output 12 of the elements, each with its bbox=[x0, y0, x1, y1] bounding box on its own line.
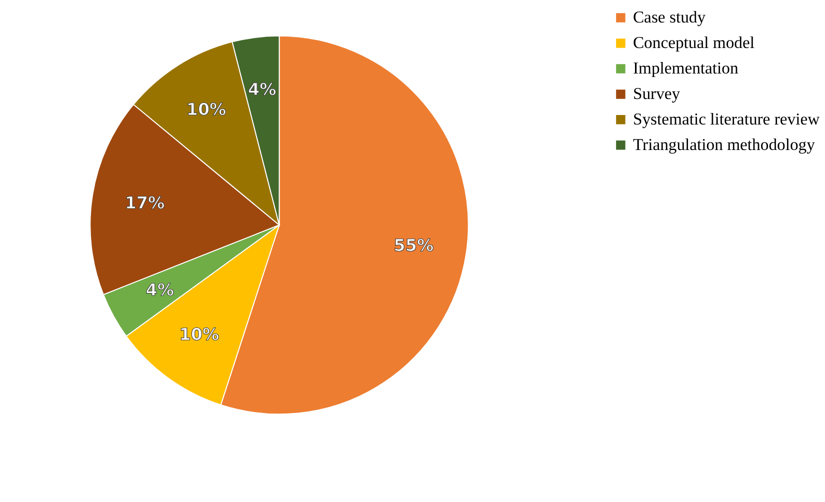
legend-label: Systematic literature review bbox=[632, 110, 820, 129]
legend-label: Triangulation methodology bbox=[632, 135, 816, 154]
data-label: 10% bbox=[179, 325, 220, 344]
data-label: 4% bbox=[248, 80, 277, 99]
data-label: 17% bbox=[124, 194, 166, 213]
data-label: 10% bbox=[186, 100, 227, 119]
legend-label: Implementation bbox=[632, 58, 739, 78]
legend-label: Conceptual model bbox=[632, 33, 755, 52]
data-label: 4% bbox=[146, 280, 174, 300]
legend-label: Case study bbox=[632, 8, 706, 27]
data-label: 55% bbox=[394, 236, 434, 256]
legend-label: Survey bbox=[632, 84, 681, 104]
